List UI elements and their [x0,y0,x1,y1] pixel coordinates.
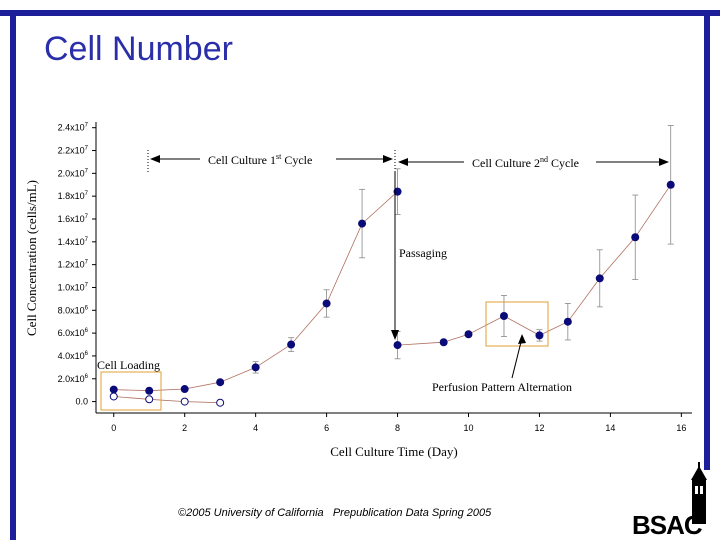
x-tick-label: 16 [676,423,686,433]
passaging-arrowhead [391,330,399,340]
data-point-filled [393,341,402,350]
trend-lines [113,184,672,404]
perfusion-box [485,301,549,347]
data-point-filled [145,386,154,395]
y-ticks: 0.0 2.0x106 4.0x106 6.0x106 8.0x106 1.0x107 1.… [58,123,96,407]
y-tick-label: 1.8x107 [58,191,89,201]
y-tick-label: 1.0x107 [58,282,89,292]
y-tick-label: 6.0x106 [58,328,89,338]
y-tick-label: 2.0x106 [58,374,89,384]
y-tick-label: 2.2x107 [58,146,89,156]
passaging-label: Passaging [399,246,447,260]
x-tick-label: 12 [534,423,544,433]
trend-line-open [113,396,221,404]
y-axis-label: Cell Concentration (cells/mL) [24,180,39,336]
y-tick-label: 1.6x107 [58,214,89,224]
x-tick-label: 6 [324,423,329,433]
data-point-filled [464,330,473,339]
x-tick-label: 14 [605,423,615,433]
y-tick-label: 8.0x106 [58,305,89,315]
campanile-tower-icon [691,462,707,524]
data-points [109,180,675,407]
y-tick-label: 4.0x106 [58,351,89,361]
x-tick-label: 0 [111,423,116,433]
cycle2-arrowhead-left [398,158,408,166]
y-tick-label: 2.4x107 [58,123,89,133]
data-point-filled [393,187,402,196]
data-point-filled [535,331,544,340]
trend-line [397,184,672,346]
cycle2-label: Cell Culture 2nd Cycle [472,155,579,170]
perfusion-label: Perfusion Pattern Alternation [432,380,572,394]
slide-footer: ©2005 University of California Prepublic… [178,507,492,519]
data-point-filled [216,378,225,387]
data-point-filled [358,219,367,228]
data-point-filled [499,312,508,320]
data-point-filled [109,385,118,394]
data-point-filled [631,233,640,242]
cycle1-arrowhead-left [150,155,160,163]
logo-text: BSAC [632,510,703,540]
data-point-filled [180,385,189,394]
slide-title: Cell Number [44,30,233,68]
slide-frame-right [704,10,710,470]
x-tick-label: 2 [182,423,187,433]
data-point-filled [563,317,572,326]
x-tick-label: 8 [395,423,400,433]
cycle1-arrowhead-right [383,155,393,163]
x-axis-label: Cell Culture Time (Day) [330,444,457,459]
plot-area [96,120,692,420]
data-point-filled [439,338,448,347]
y-tick-label: 2.0x107 [58,168,89,178]
slide-frame-top [0,10,720,16]
data-point-filled [287,340,296,349]
x-ticks: 0 2 4 6 8 10 12 14 16 [111,413,686,433]
data-point-filled [251,363,260,372]
data-point-open [180,397,189,406]
perfusion-arrow [511,337,523,379]
y-tick-label: 1.2x107 [58,260,89,270]
x-tick-label: 4 [253,423,258,433]
perfusion-arrowhead [518,334,526,344]
data-point-filled [666,180,675,189]
data-point-open [216,398,225,407]
data-point-filled [322,299,331,308]
cell-loading-label: Cell Loading [97,358,160,372]
cycle1-label: Cell Culture 1st Cycle [208,152,312,167]
y-tick-label: 1.4x107 [58,237,89,247]
slide-frame-left [10,10,16,540]
x-tick-label: 10 [463,423,473,433]
y-tick-label: 0.0 [75,397,88,407]
cell-loading-box [100,371,162,411]
bsac-logo: BSAC [628,462,720,540]
data-point-open [109,392,118,401]
data-point-filled [595,274,604,283]
cycle2-arrowhead-right [659,158,669,166]
data-point-open [145,395,154,404]
